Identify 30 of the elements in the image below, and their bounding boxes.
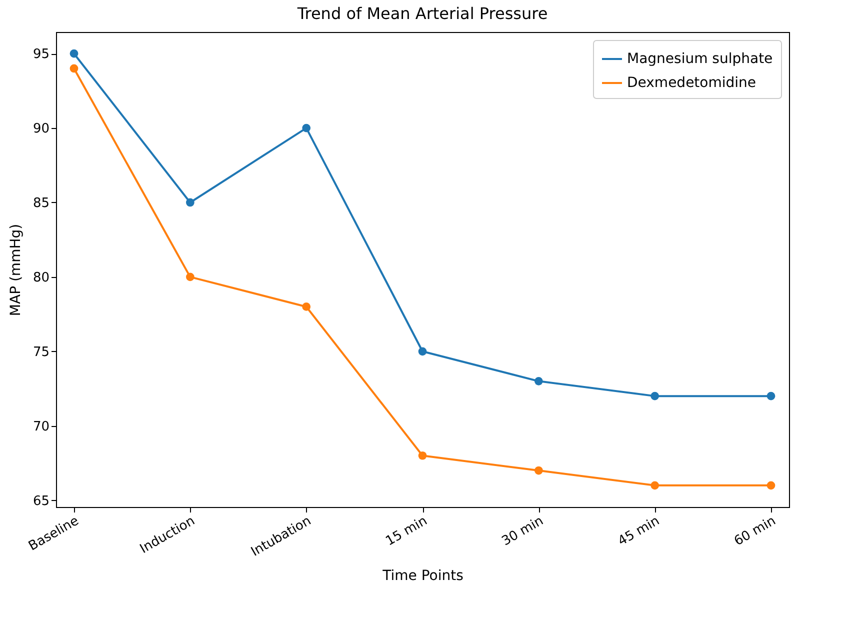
- y-tick-label: 80: [32, 270, 50, 286]
- legend-label: Dexmedetomidine: [627, 75, 756, 91]
- point: [534, 466, 543, 475]
- point: [766, 481, 776, 490]
- point: [650, 481, 660, 490]
- y-tick-label: 85: [32, 196, 50, 211]
- x-axis-title: Time Points: [382, 568, 464, 584]
- point: [302, 124, 311, 132]
- point: [418, 347, 427, 356]
- point: [70, 49, 78, 58]
- y-tick-label: 65: [32, 494, 50, 509]
- y-tick-label: 70: [32, 419, 50, 434]
- point: [186, 272, 194, 282]
- y-tick-label: 75: [32, 344, 50, 360]
- point: [534, 377, 543, 386]
- point: [650, 392, 660, 400]
- x-tick-label: 30 min: [500, 514, 546, 550]
- point: [186, 198, 194, 207]
- x-tick-label: 15 min: [383, 514, 430, 550]
- y-axis-title: MAP (mmHg): [8, 224, 24, 316]
- point: [418, 451, 427, 460]
- point: [70, 64, 78, 73]
- y-tick-label: 95: [32, 47, 50, 62]
- point: [766, 392, 776, 400]
- legend-label: Magnesium sulphate: [627, 51, 773, 67]
- x-tick-label: 45 min: [616, 514, 662, 550]
- point: [302, 302, 311, 311]
- y-tick-label: 90: [32, 122, 50, 137]
- x-tick-label: 60 min: [732, 514, 778, 550]
- chart-title: Trend of Mean Arterial Pressure: [296, 4, 548, 23]
